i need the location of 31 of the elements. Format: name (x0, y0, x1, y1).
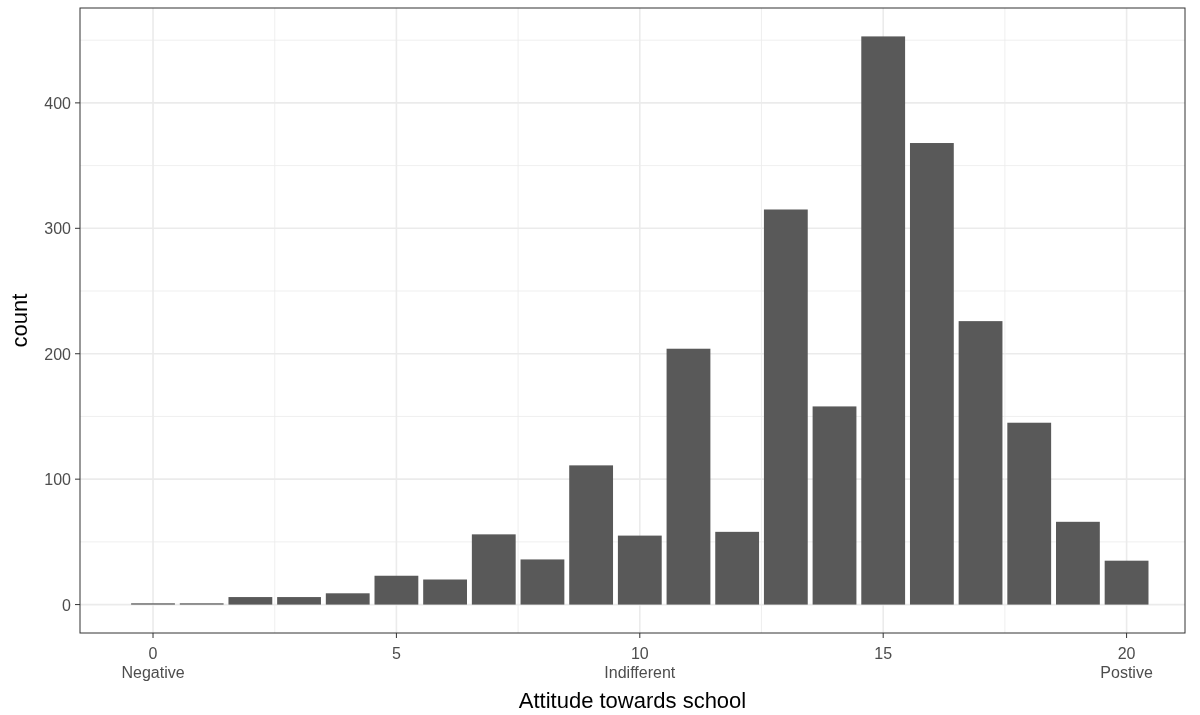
y-axis-title: count (7, 293, 32, 348)
bar (1104, 560, 1149, 605)
bar (1007, 422, 1052, 605)
bar (471, 534, 516, 605)
x-tick-label: 5 (391, 645, 401, 662)
x-tick-label: 0 Negative (121, 645, 185, 681)
bar (374, 575, 419, 605)
y-tick-label: 100 (44, 471, 72, 489)
x-tick-label: 20 Postive (1100, 645, 1153, 681)
bar (520, 559, 565, 605)
bar (423, 579, 467, 605)
y-tick-label: 400 (44, 94, 72, 112)
x-axis-title: Attitude towards school (518, 688, 747, 713)
y-tick-label: 200 (44, 345, 72, 363)
bar (861, 36, 906, 605)
bar (812, 406, 857, 605)
bar (569, 465, 614, 605)
bar (277, 597, 321, 605)
x-tick-label: 15 (874, 645, 893, 662)
bar (909, 143, 954, 605)
bar (666, 348, 711, 605)
x-tick-label: 10 Indifferent (604, 645, 676, 681)
bar (1056, 521, 1100, 605)
y-tick-label: 300 (44, 220, 72, 238)
bar (715, 531, 760, 605)
bar (228, 597, 273, 605)
bar (325, 593, 370, 605)
bar (763, 209, 808, 605)
y-tick-label: 0 (62, 596, 72, 614)
bar (958, 321, 1003, 605)
bar (617, 535, 662, 605)
